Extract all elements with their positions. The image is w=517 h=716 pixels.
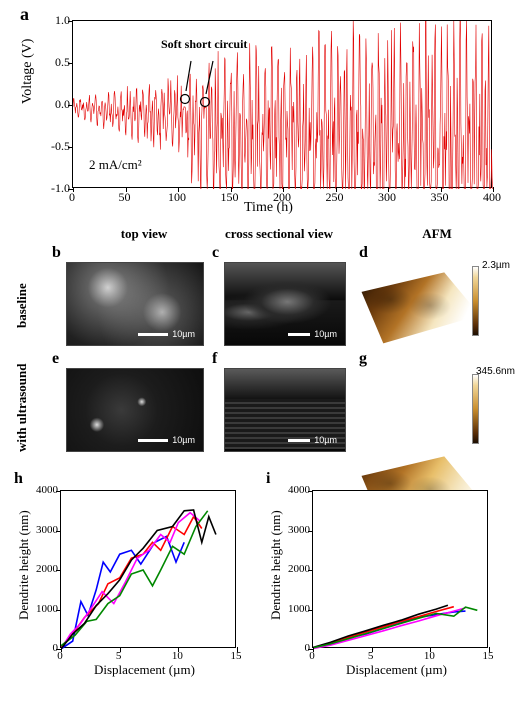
panel-a-xtick: 350: [428, 190, 452, 205]
row-header-baseline: baseline: [14, 283, 30, 328]
panel-d-colorbar: [472, 266, 479, 336]
panel-i-xlabel: Displacement (µm): [346, 662, 447, 678]
panel-g-colorbar: [472, 374, 479, 444]
scalebar-text: 10µm: [314, 435, 337, 445]
ytick: 3000: [32, 524, 58, 536]
panel-a-axes: Soft short circuit 2 mA/cm²: [72, 20, 492, 188]
annotation-soft-short: Soft short circuit: [161, 37, 247, 52]
series-trace: [61, 510, 216, 649]
scalebar-bar: [138, 439, 168, 442]
panel-h-xlabel: Displacement (µm): [94, 662, 195, 678]
xtick: 0: [304, 650, 320, 662]
scalebar-text: 10µm: [314, 329, 337, 339]
panel-a-xtick: 150: [218, 190, 242, 205]
scalebar-text: 10µm: [172, 435, 195, 445]
panel-i-ylabel: Dendrite height (nm): [268, 510, 284, 620]
panel-a-ylabel: Voltage (V): [20, 39, 36, 104]
panel-a-xtick: 0: [60, 190, 84, 205]
panel-a-label: a: [20, 4, 29, 25]
panel-a-ytick: 0.0: [44, 97, 70, 112]
col-header-cross-section: cross sectional view: [204, 226, 354, 242]
ytick: 1000: [284, 603, 310, 615]
panel-a-xtick: 400: [480, 190, 504, 205]
panel-d-image: [362, 272, 480, 343]
panel-g-label: g: [359, 350, 367, 368]
panel-h-axes: [60, 490, 236, 648]
ytick: 4000: [284, 484, 310, 496]
panel-b-scalebar: 10µm: [138, 329, 195, 339]
panel-h-label: h: [14, 470, 23, 488]
scalebar-bar: [138, 333, 168, 336]
panel-a-ytick: 0.5: [44, 55, 70, 70]
figure: a Voltage (V) Time (h) Soft short circui…: [0, 0, 517, 716]
xtick: 15: [228, 650, 244, 662]
panel-b-label: b: [52, 244, 61, 262]
panel-i-axes: [312, 490, 488, 648]
bottom-plots: h Dendrite height (nm) Displacement (µm)…: [14, 470, 502, 706]
panel-a: a Voltage (V) Time (h) Soft short circui…: [14, 4, 502, 216]
panel-c-scalebar: 10µm: [288, 329, 337, 339]
series-trace: [313, 605, 448, 647]
panel-b-image: 10µm: [66, 262, 204, 346]
ytick: 4000: [32, 484, 58, 496]
panel-a-ytick: 1.0: [44, 13, 70, 28]
panel-c-label: c: [212, 244, 219, 262]
xtick: 5: [363, 650, 379, 662]
colorbar-gradient: [472, 266, 479, 336]
panel-f-scalebar: 10µm: [288, 435, 337, 445]
panel-e-scalebar: 10µm: [138, 435, 195, 445]
mid-grid: top view cross sectional view AFM baseli…: [14, 226, 502, 456]
xtick: 10: [169, 650, 185, 662]
series-trace: [61, 536, 184, 649]
panel-d-max: 2.3µm: [482, 260, 510, 271]
panel-d-label: d: [359, 244, 368, 262]
panel-i-svg: [313, 491, 489, 649]
xtick: 5: [111, 650, 127, 662]
ytick: 3000: [284, 524, 310, 536]
scalebar-bar: [288, 333, 310, 336]
panel-a-ytick: -0.5: [44, 139, 70, 154]
xtick: 15: [480, 650, 496, 662]
panel-e-image: 10µm: [66, 368, 204, 452]
col-header-afm: AFM: [402, 226, 472, 242]
panel-f-label: f: [212, 350, 217, 368]
xtick: 10: [421, 650, 437, 662]
panel-a-xtick: 300: [375, 190, 399, 205]
annotation-current-density: 2 mA/cm²: [89, 157, 142, 173]
panel-f-image: 10µm: [224, 368, 346, 452]
row-header-ultrasound: with ultrasound: [14, 364, 30, 453]
panel-h-svg: [61, 491, 237, 649]
ytick: 1000: [32, 603, 58, 615]
panel-i: i Dendrite height (nm) Displacement (µm)…: [266, 470, 496, 686]
panel-e-label: e: [52, 350, 59, 368]
series-trace: [61, 513, 200, 649]
col-header-top-view: top view: [84, 226, 204, 242]
xtick: 0: [52, 650, 68, 662]
panel-h-ylabel: Dendrite height (nm): [16, 510, 32, 620]
panel-h: h Dendrite height (nm) Displacement (µm)…: [14, 470, 244, 686]
panel-a-xtick: 50: [113, 190, 137, 205]
panel-a-xtick: 250: [323, 190, 347, 205]
panel-a-xtick: 100: [165, 190, 189, 205]
ytick: 2000: [284, 563, 310, 575]
scalebar-text: 10µm: [172, 329, 195, 339]
panel-a-xtick: 200: [270, 190, 294, 205]
panel-i-label: i: [266, 470, 270, 488]
panel-c-image: 10µm: [224, 262, 346, 346]
colorbar-gradient: [472, 374, 479, 444]
series-trace: [313, 607, 454, 649]
panel-g-max: 345.6nm: [476, 366, 515, 377]
scalebar-bar: [288, 439, 310, 442]
annotation-circle-1: [181, 95, 190, 104]
ytick: 2000: [32, 563, 58, 575]
